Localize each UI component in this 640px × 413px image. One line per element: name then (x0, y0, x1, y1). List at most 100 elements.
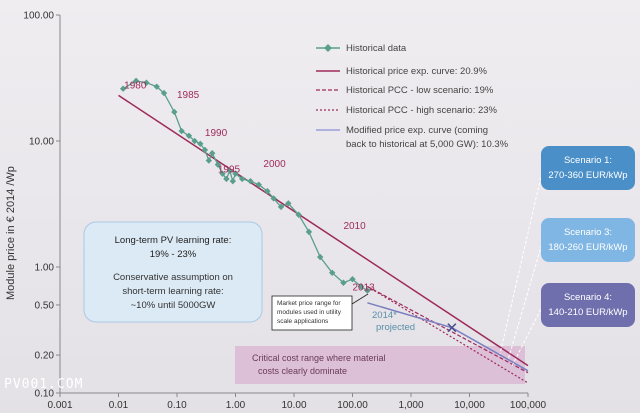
year-label-1995: 1995 (218, 165, 241, 176)
historical-data-line (122, 80, 368, 292)
historical-data-point (277, 203, 285, 211)
historical-data-point (357, 283, 365, 290)
historical-data-point (232, 170, 239, 177)
learning-title-2: 19% - 23% (150, 249, 197, 260)
scenario-3-range: 180-260 EUR/kWp (548, 242, 627, 253)
year-label-2000: 2000 (263, 159, 286, 170)
historical-data-point (143, 79, 150, 86)
historical-data-point (364, 287, 371, 294)
historical-data-point (223, 175, 230, 183)
y-tick-label: 100.00 (23, 11, 54, 22)
x-tick-label: 0.001 (47, 400, 72, 411)
historical-data-point (160, 89, 168, 97)
legend-label-2: Historical PCC - low scenario: 19% (346, 85, 494, 96)
legend: Historical data Historical price exp. cu… (316, 43, 509, 150)
year-label-1985: 1985 (177, 90, 200, 101)
series-points (119, 77, 457, 333)
historical-data-point (349, 276, 356, 283)
historical-data-point (171, 108, 178, 116)
scenario-4-pointer (511, 304, 544, 367)
year-label-2010: 2010 (343, 221, 366, 232)
historical-data-point (178, 127, 185, 135)
y-tick-label: 10.00 (29, 137, 54, 148)
pcc-low-line (367, 285, 529, 374)
historical-data-point (238, 175, 246, 183)
historical-data-point (185, 132, 193, 139)
price-exp-curve-line (118, 94, 529, 367)
scenario-1-range: 270-360 EUR/kWp (548, 170, 627, 181)
scenario-3-box: Scenario 3: 180-260 EUR/kWp (541, 218, 635, 262)
historical-data-point (226, 167, 234, 175)
legend-label-0: Historical data (346, 43, 407, 54)
scenario-1-box: Scenario 1: 270-360 EUR/kWp (541, 146, 635, 190)
axis-ticks: 0.001 0.01 0.10 1.00 10.00 100.00 1,000 10,000 1… (23, 11, 546, 412)
scenario-pointers (499, 167, 544, 367)
projected-label-1: 2014* (372, 310, 397, 321)
y-tick-label: 0.20 (35, 351, 55, 362)
legend-label-4b: back to historical at 5,000 GW): 10.3% (346, 139, 509, 150)
legend-label-4a: Modified price exp. curve (coming (346, 125, 488, 136)
historical-data-point (305, 228, 313, 236)
historical-data-point (197, 140, 204, 148)
pcc-high-line (367, 285, 529, 384)
historical-data-point (255, 181, 262, 188)
historical-data-point (205, 157, 213, 164)
historical-data-point (191, 137, 198, 145)
historical-data-point (214, 161, 222, 168)
y-tick-label: 0.50 (35, 300, 55, 311)
x-tick-label: 0.10 (167, 400, 187, 411)
y-axis-label: Module price in € 2014 /Wp (5, 166, 17, 300)
scenario-4-box: Scenario 4: 140-210 EUR/kWp (541, 283, 635, 327)
projected-label-2: projected (376, 322, 415, 333)
historical-data-point (285, 200, 292, 207)
year-label-1990: 1990 (205, 128, 228, 139)
critical-text-1: Critical cost range where material (252, 353, 386, 363)
x-tick-label: 1.00 (226, 400, 246, 411)
market-note-1: Market price range for (277, 300, 341, 307)
series-lines (118, 80, 529, 384)
historical-data-point (264, 187, 271, 195)
x-tick-label: 0.01 (109, 400, 129, 411)
scenario-3-pointer (507, 239, 544, 361)
historical-data-point (132, 77, 140, 85)
x-tick-label: 100,000 (510, 400, 547, 411)
scenario-1-name: Scenario 1: (564, 155, 612, 166)
market-note-2: modules used in utility (277, 309, 342, 316)
market-note-pointer (351, 293, 369, 305)
historical-data-point (219, 170, 226, 177)
scenario-4-name: Scenario 4: (564, 292, 612, 303)
critical-text-2: costs clearly dominate (258, 366, 347, 376)
legend-marker-historical-data (324, 44, 332, 52)
learning-rate-box: Long-term PV learning rate: 19% - 23% Co… (83, 221, 263, 323)
year-labels: 1980 1985 1990 1995 2000 2010 2013 (124, 81, 375, 294)
historical-data-point (270, 195, 277, 202)
market-note-3: scale applications (277, 318, 329, 325)
x-tick-label: 100.00 (337, 400, 368, 411)
scenario-1-bg (541, 146, 635, 190)
x-tick-label: 10,000 (454, 400, 485, 411)
historical-data-point (295, 211, 302, 218)
watermark: PV001.COM (4, 377, 83, 392)
year-label-2013: 2013 (353, 283, 376, 294)
historical-data-point (340, 279, 347, 286)
x-tick-label: 10.00 (281, 400, 306, 411)
market-note-bg (271, 295, 353, 331)
scenario-1-pointer (499, 167, 544, 355)
scenario-4-range: 140-210 EUR/kWp (548, 307, 627, 318)
learning-body-3: ~10% until 5000GW (131, 300, 216, 311)
scenario-3-name: Scenario 3: (564, 227, 612, 238)
scenario-3-bg (541, 218, 635, 262)
historical-data-point (153, 83, 160, 90)
learning-body-2: short-term learning rate: (122, 286, 223, 297)
modified-curve-marker (447, 323, 457, 333)
scenario-4-bg (541, 283, 635, 327)
learning-body-1: Conservative assumption on (113, 272, 233, 283)
critical-cost-band (235, 346, 525, 384)
learning-title-1: Long-term PV learning rate: (115, 235, 232, 246)
legend-label-1: Historical price exp. curve: 20.9% (346, 66, 488, 77)
learning-box-bg (83, 221, 263, 323)
historical-data-point (201, 146, 209, 154)
x-tick-label: 1,000 (398, 400, 423, 411)
